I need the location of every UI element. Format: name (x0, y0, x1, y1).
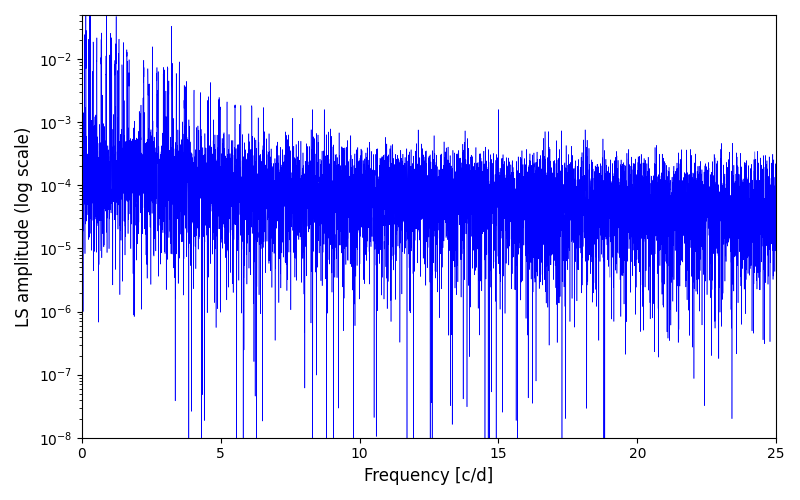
Y-axis label: LS amplitude (log scale): LS amplitude (log scale) (15, 126, 33, 326)
X-axis label: Frequency [c/d]: Frequency [c/d] (364, 467, 494, 485)
